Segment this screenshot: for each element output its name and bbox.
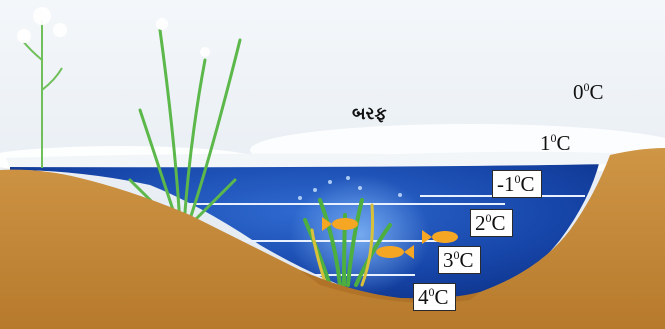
temperature-label-1c: 10C bbox=[540, 131, 571, 155]
temperature-label-3c: 30C bbox=[438, 246, 481, 274]
soil-shadow bbox=[300, 270, 480, 303]
flower-heads bbox=[17, 7, 210, 57]
soil-left-bank bbox=[0, 148, 665, 329]
temperature-label-2c: 20C bbox=[470, 209, 513, 237]
temperature-label-4c: 40C bbox=[413, 283, 456, 311]
temperature-label-minus-1c: -10C bbox=[492, 170, 542, 198]
temperature-label-0c: 00C bbox=[573, 80, 604, 104]
fish bbox=[322, 217, 458, 259]
bubbles bbox=[298, 176, 402, 200]
ice-label: બરફ bbox=[352, 104, 387, 124]
